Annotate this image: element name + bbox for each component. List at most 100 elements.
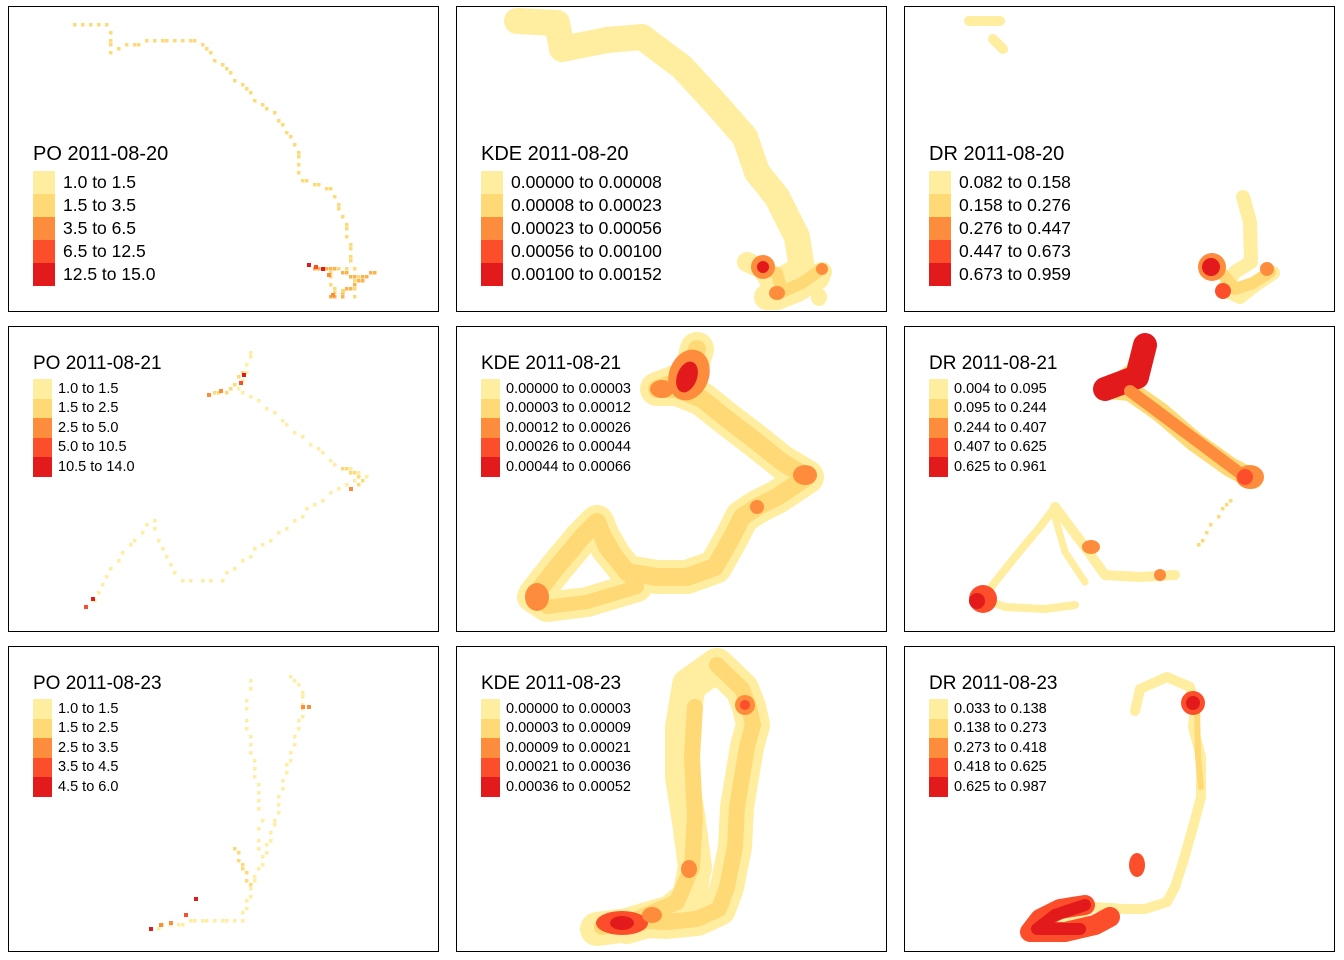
grid-cell [289, 135, 293, 139]
grid-cell [297, 163, 301, 167]
grid-cell [357, 275, 361, 279]
grid-cell [245, 699, 249, 703]
grid-cell [245, 727, 249, 731]
legend-entry: 0.00008 to 0.00023 [481, 194, 662, 217]
legend-swatch [929, 418, 948, 438]
legend-swatch [33, 777, 52, 797]
legend-swatch [929, 718, 948, 738]
grid-cell [105, 23, 109, 27]
legend-swatch [33, 418, 52, 438]
grid-cell [261, 855, 265, 859]
legend-label: 0.244 to 0.407 [954, 419, 1047, 436]
legend-swatch [33, 757, 52, 777]
grid-cell [357, 279, 361, 283]
grid-cell [277, 811, 281, 815]
grid-cell [1225, 503, 1229, 507]
grid-cell [289, 751, 293, 755]
grid-cell [353, 283, 357, 287]
legend-swatch [33, 398, 52, 418]
grid-cell [229, 71, 233, 75]
grid-cell [221, 919, 225, 923]
legend-entry: 0.625 to 0.961 [929, 457, 1058, 477]
legend-label: 0.00000 to 0.00003 [506, 700, 631, 717]
grid-cell [101, 583, 105, 587]
dr-core [969, 593, 985, 609]
grid-cell [331, 293, 335, 297]
grid-cell [257, 839, 261, 843]
grid-cell [249, 883, 253, 887]
legend-swatch [481, 437, 500, 457]
grid-cell [237, 851, 241, 855]
grid-cell [205, 47, 209, 51]
grid-cell [281, 419, 285, 423]
grid-cell [357, 475, 361, 479]
grid-cell [249, 687, 253, 691]
grid-cell [313, 183, 317, 187]
grid-cell [105, 575, 109, 579]
grid-cell [249, 351, 253, 355]
legend-label: 0.158 to 0.276 [959, 195, 1071, 215]
legend-swatch [33, 738, 52, 758]
legend-entry: 0.00000 to 0.00003 [481, 699, 631, 719]
grid-cell [169, 563, 173, 567]
grid-cell [109, 567, 113, 571]
grid-cell [269, 839, 273, 843]
grid-cell [293, 431, 297, 435]
grid-cell [145, 523, 149, 527]
grid-cell [265, 107, 269, 111]
grid-cell [257, 807, 261, 811]
legend-swatch [929, 398, 948, 418]
grid-cell [293, 743, 297, 747]
grid-cell [253, 759, 257, 763]
dr-core [1093, 333, 1157, 401]
kde-map-panel: KDE 2011-08-21 0.00000 to 0.00003 0.00003 … [456, 326, 887, 632]
grid-cell [219, 389, 223, 393]
grid-cell [184, 913, 188, 917]
legend-entry: 10.5 to 14.0 [33, 457, 162, 477]
dr-peak [1154, 569, 1166, 581]
grid-cell [269, 831, 273, 835]
grid-cell [249, 555, 253, 559]
grid-cell [225, 571, 229, 575]
grid-cell [353, 279, 357, 283]
legend-label: 4.5 to 6.0 [58, 778, 119, 795]
grid-cell [277, 531, 281, 535]
grid-cell [257, 799, 261, 803]
grid-cell [157, 927, 161, 931]
grid-cell [301, 691, 305, 695]
grid-cell [145, 39, 149, 43]
grid-cell [109, 31, 113, 35]
legend-entry: 2.5 to 5.0 [33, 418, 162, 438]
legend-label: 0.00036 to 0.00052 [506, 778, 631, 795]
grid-cell [337, 203, 341, 207]
grid-cell [193, 919, 197, 923]
grid-cell [353, 471, 357, 475]
legend-label: 0.00003 to 0.00012 [506, 400, 631, 417]
legend-label: 0.00044 to 0.00066 [506, 458, 631, 475]
grid-cell [349, 255, 353, 259]
grid-cell [289, 675, 293, 679]
grid-cell [341, 215, 345, 219]
grid-cell [277, 803, 281, 807]
legend-swatch [481, 263, 503, 286]
kde-peak [816, 263, 828, 275]
legend-label: 0.447 to 0.673 [959, 241, 1071, 261]
grid-cell [341, 289, 345, 293]
grid-cell [117, 47, 121, 51]
legend: DR 2011-08-21 0.004 to 0.095 0.095 to 0.24… [929, 353, 1058, 477]
legend-swatch [481, 777, 500, 797]
grid-cell [153, 519, 157, 523]
grid-cell [173, 571, 177, 575]
legend-swatch [481, 738, 500, 758]
dr-peak [1215, 283, 1231, 299]
grid-cell [233, 383, 237, 387]
legend: PO 2011-08-23 1.0 to 1.5 1.5 to 2.5 2.5 to … [33, 673, 162, 797]
grid-cell [249, 887, 253, 891]
grid-cell [253, 767, 257, 771]
grid-cell [225, 391, 229, 395]
legend-entry: 0.273 to 0.418 [929, 738, 1058, 758]
legend-label: 0.138 to 0.273 [954, 720, 1047, 737]
grid-cell [233, 567, 237, 571]
grid-cell [245, 899, 249, 903]
grid-cell [345, 223, 349, 227]
